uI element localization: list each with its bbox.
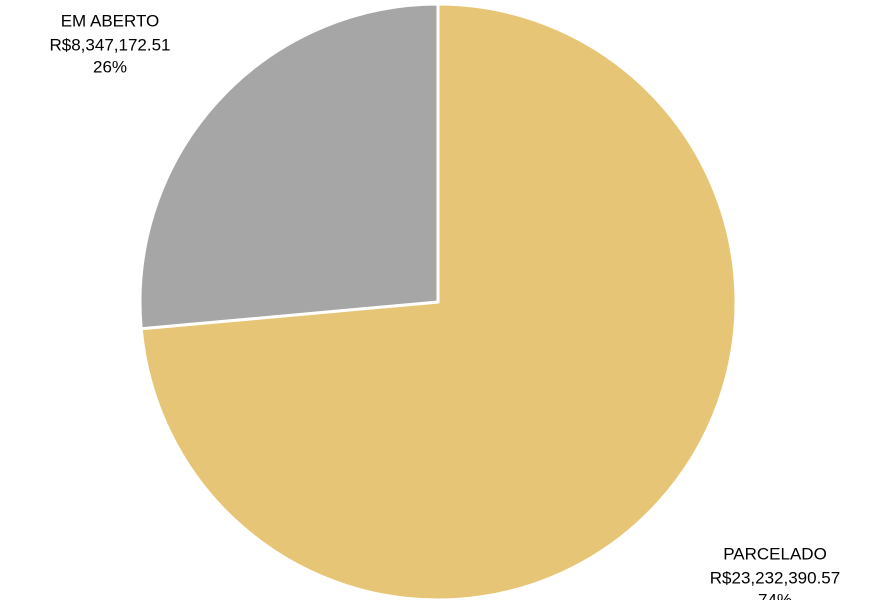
slice-label-name: PARCELADO bbox=[723, 544, 827, 563]
slice-label-percent: 26% bbox=[93, 57, 127, 76]
slice-label-name: EM ABERTO bbox=[61, 11, 160, 30]
pie-slice bbox=[138, 2, 440, 331]
slice-label-value: R$23,232,390.57 bbox=[710, 568, 840, 587]
slice-label-percent: 74% bbox=[758, 590, 792, 600]
slice-label-value: R$8,347,172.51 bbox=[50, 35, 171, 54]
